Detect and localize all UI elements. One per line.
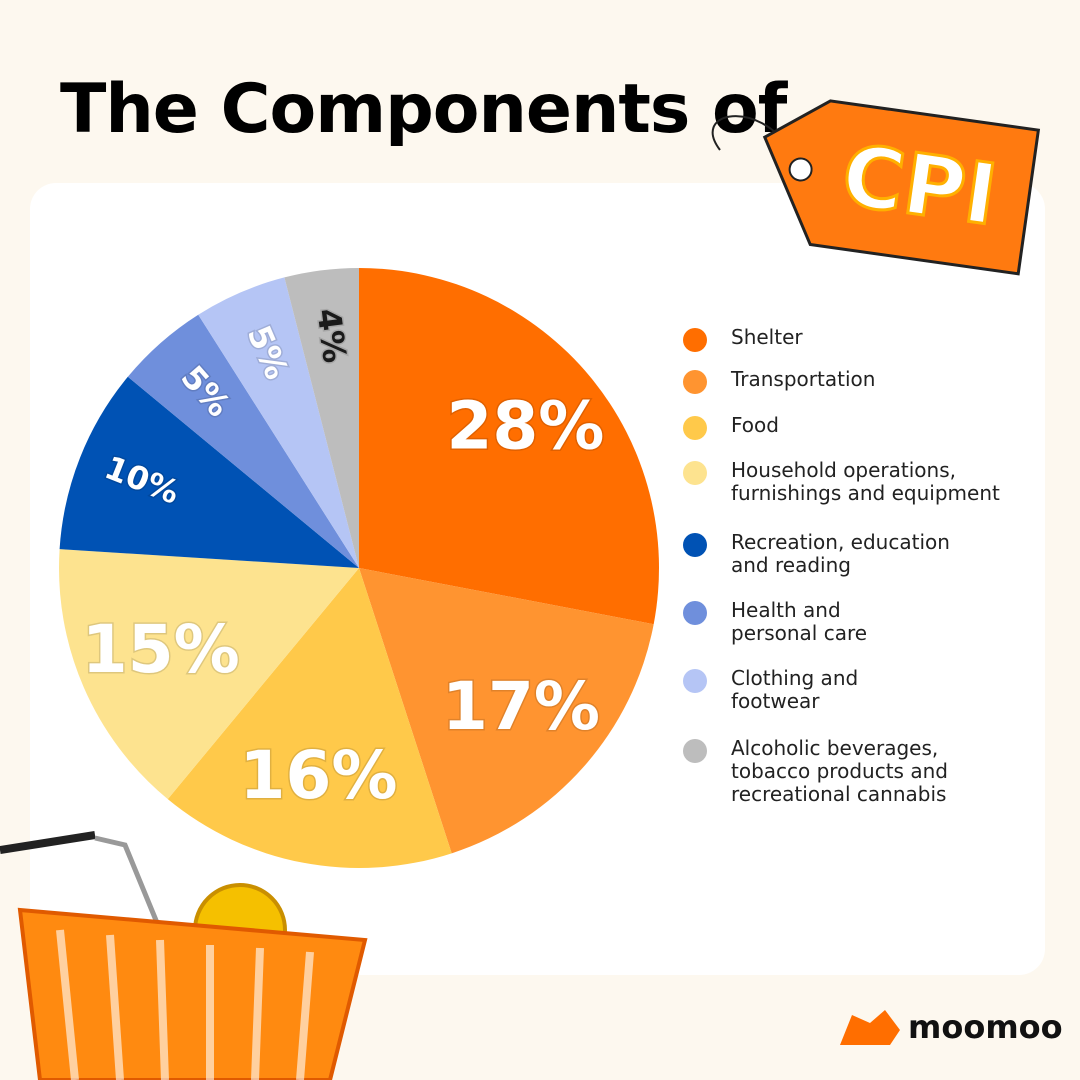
value-label: 28% [446,387,604,464]
value-label: 4% [309,306,354,365]
legend-item: Recreation, education and reading [683,531,950,577]
title: The Components of [60,70,787,149]
pie-slice [359,268,659,625]
value-label: 16% [240,737,398,814]
legend-item: Transportation [683,368,875,394]
legend-item: Household operations, furnishings and eq… [683,459,1000,505]
legend-item: Clothing and footwear [683,667,858,713]
legend-label: Shelter [731,325,803,349]
legend-swatch [683,461,707,485]
legend-item: Alcoholic beverages, tobacco products an… [683,737,948,806]
legend-label: Alcoholic beverages, tobacco products an… [731,736,948,806]
legend-swatch [683,328,707,352]
brand: moomoo [908,1008,1063,1046]
basket [0,831,368,1080]
brand-logo [840,1010,900,1045]
legend-label: Household operations, furnishings and eq… [731,458,1000,505]
value-label: 17% [442,668,600,745]
pie-slice [59,376,359,568]
legend-label: Clothing and footwear [731,666,859,713]
legend-swatch [683,416,707,440]
legend-label: Health and personal care [731,598,868,645]
legend-label: Food [731,413,779,437]
legend-label: Transportation [731,367,876,391]
pie-slice [127,314,359,568]
pie-slice [58,549,359,800]
legend-swatch [683,370,707,394]
value-label: 15% [82,611,240,688]
legend-label: Recreation, education and reading [731,530,950,577]
legend-item: Shelter [683,326,803,352]
legend-swatch [683,669,707,693]
tag-text: CPI [836,126,1003,245]
legend-swatch [683,739,707,763]
pie-slice [167,568,452,869]
legend-item: Health and personal care [683,599,867,645]
legend-swatch [683,533,707,557]
pie-slice [198,277,359,568]
pie-slice [284,268,359,568]
legend-swatch [683,601,707,625]
pie-slice [359,568,654,854]
legend-item: Food [683,414,779,440]
